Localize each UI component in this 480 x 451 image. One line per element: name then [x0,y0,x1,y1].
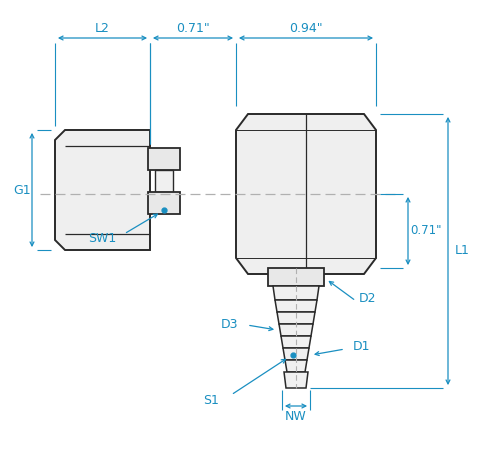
Text: S1: S1 [203,394,219,406]
Text: 0.94": 0.94" [289,23,323,36]
Text: G1: G1 [13,184,31,197]
Text: L1: L1 [455,244,469,258]
Bar [268,268,324,286]
Polygon shape [273,286,319,300]
Polygon shape [283,348,309,360]
Text: D3: D3 [220,318,238,331]
Polygon shape [284,372,308,388]
Bar [155,170,173,192]
Text: SW1: SW1 [88,231,116,244]
Bar [148,148,180,170]
Text: 0.71": 0.71" [176,23,210,36]
Bar [148,192,180,214]
Text: L2: L2 [95,23,110,36]
Polygon shape [279,324,313,336]
Polygon shape [275,300,317,312]
Polygon shape [281,336,311,348]
Polygon shape [236,114,376,274]
Text: D2: D2 [359,293,377,305]
Polygon shape [55,130,150,250]
Text: D1: D1 [352,341,370,354]
Text: NW: NW [285,410,307,423]
Text: 0.71": 0.71" [410,225,442,238]
Polygon shape [285,360,307,372]
Polygon shape [277,312,315,324]
